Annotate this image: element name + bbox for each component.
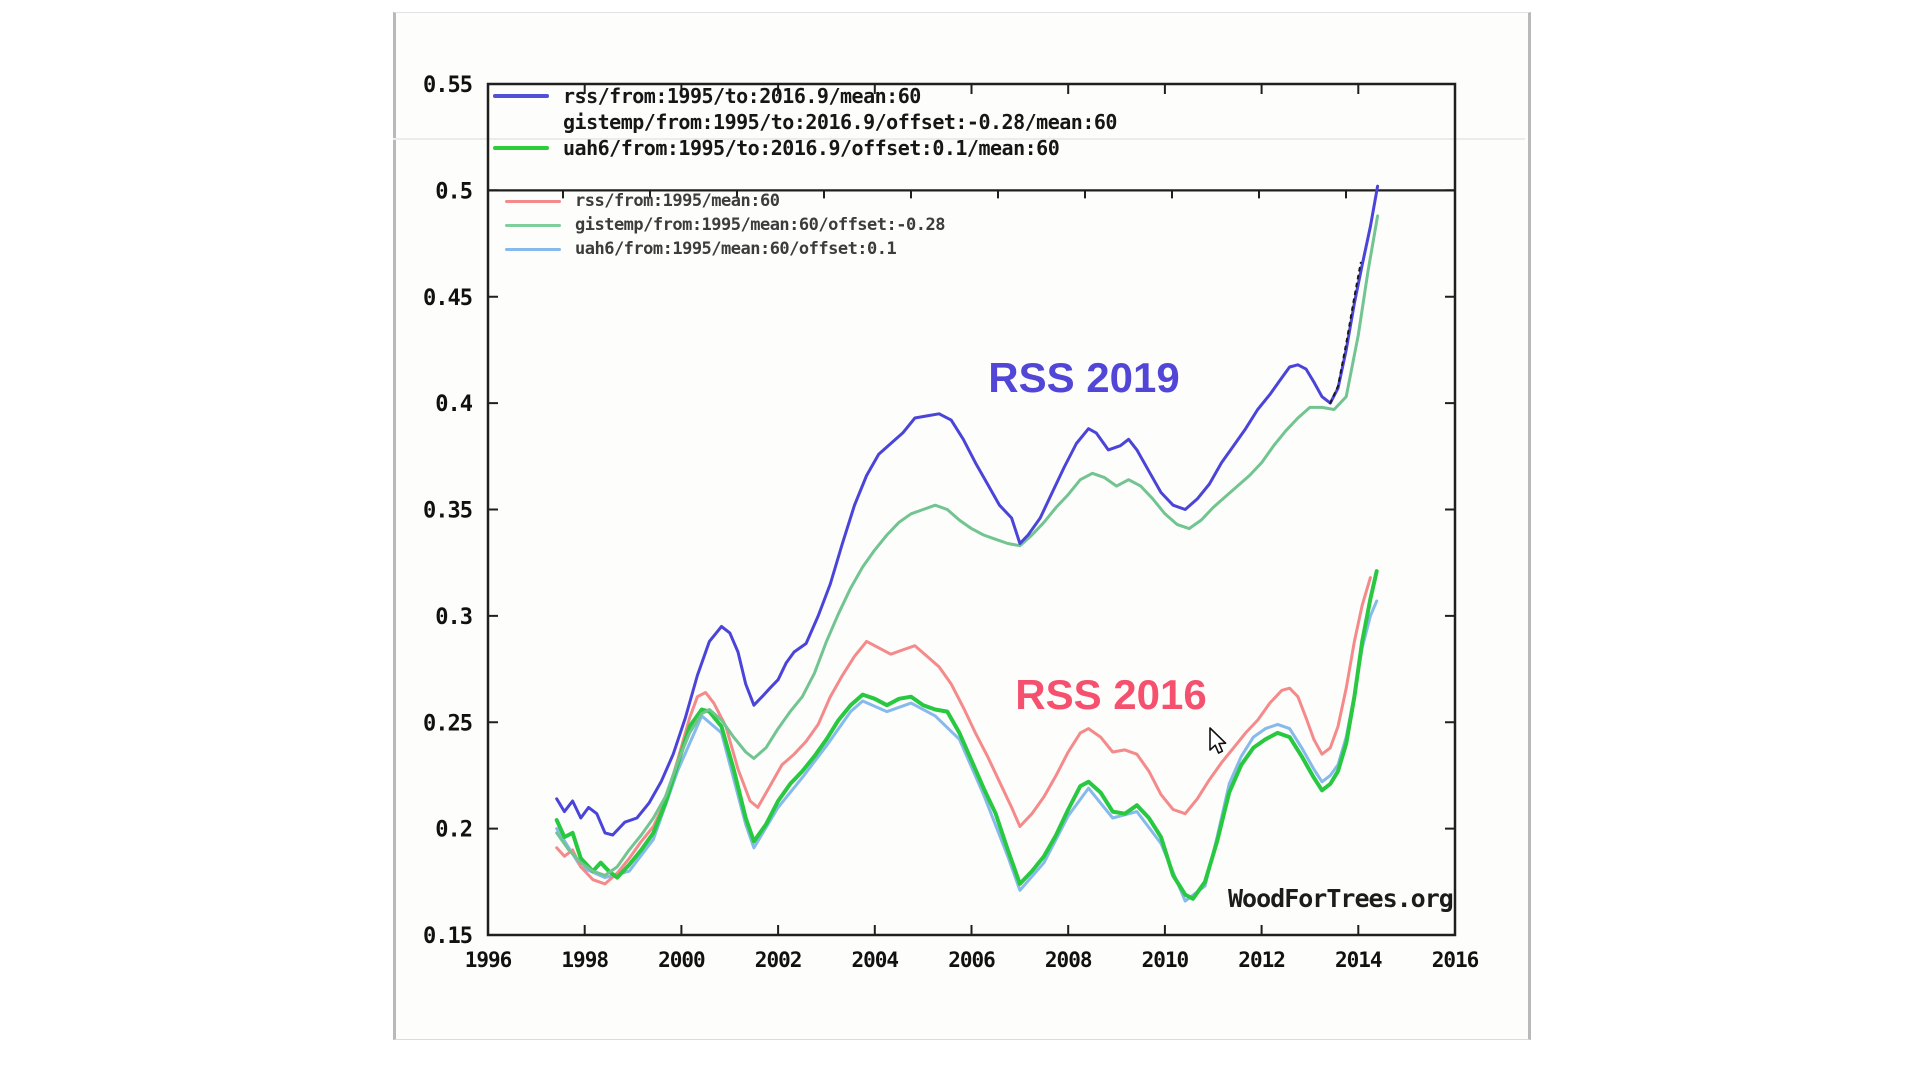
- legend-label: gistemp/from:1995/mean:60/offset:-0.28: [575, 215, 945, 235]
- y-tick-label: 0.45: [423, 286, 472, 311]
- y-tick-label: 0.2: [435, 818, 472, 843]
- legend-label: gistemp/from:1995/to:2016.9/offset:-0.28…: [563, 110, 1117, 134]
- watermark-woodfortrees: WoodForTrees.org: [1228, 884, 1454, 913]
- legend-swatch-rss-2016: [505, 199, 561, 203]
- x-tick-label: 2008: [1045, 948, 1092, 972]
- plot-border: [486, 82, 1457, 937]
- legend-item-gistemp-2016: gistemp/from:1995/mean:60/offset:-0.28: [505, 215, 945, 235]
- legend-item-uah6-2016: uah6/from:1995/mean:60/offset:0.1: [505, 239, 897, 259]
- legend-swatch-uah6-2016: [505, 247, 561, 251]
- legend-item-rss-2019: rss/from:1995/to:2016.9/mean:60: [493, 84, 921, 108]
- legend-swatch-gistemp-2016: [505, 223, 561, 227]
- y-tick-label: 0.3: [435, 605, 472, 630]
- legend-item-uah6-2019: uah6/from:1995/to:2016.9/offset:0.1/mean…: [493, 136, 1060, 160]
- composite-image-seam: [393, 138, 1525, 140]
- x-tick-label: 2002: [755, 948, 802, 972]
- x-tick-label: 1996: [465, 948, 512, 972]
- legend-label: uah6/from:1995/to:2016.9/offset:0.1/mean…: [563, 136, 1060, 160]
- legend-label: uah6/from:1995/mean:60/offset:0.1: [575, 239, 897, 259]
- legend-item-gistemp-2019: gistemp/from:1995/to:2016.9/offset:-0.28…: [493, 110, 1117, 134]
- series-line-rss-2019: [555, 184, 1380, 837]
- series-line-uah6-2016: [555, 599, 1379, 903]
- x-tick-label: 2000: [658, 948, 705, 972]
- x-tick-label: 2006: [948, 948, 995, 972]
- y-tick-label: 0.4: [435, 392, 472, 417]
- y-tick-label: 0.5: [435, 179, 472, 204]
- series-line-rss-2016: [555, 576, 1372, 886]
- x-tick-label: 2012: [1238, 948, 1285, 972]
- legend-label: rss/from:1995/to:2016.9/mean:60: [563, 84, 921, 108]
- y-tick-label: 0.35: [423, 499, 472, 524]
- y-tick-label: 0.15: [423, 924, 472, 949]
- x-tick-label: 2014: [1335, 948, 1382, 972]
- y-tick-label: 0.55: [423, 73, 472, 98]
- annotation-rss-2016: RSS 2016: [1015, 671, 1207, 718]
- x-tick-label: 1998: [561, 948, 608, 972]
- legend-swatch-gistemp-2019: [493, 120, 549, 124]
- annotation-rss-2019: RSS 2019: [988, 354, 1180, 401]
- series-line-splice-dotted: [1329, 261, 1362, 405]
- mouse-cursor-icon: [1209, 727, 1227, 754]
- series-line-gistemp: [555, 214, 1380, 877]
- x-tick-label: 2004: [852, 948, 899, 972]
- y-tick-label: 0.25: [423, 711, 472, 736]
- x-tick-label: 2016: [1432, 948, 1479, 972]
- legend-swatch-uah6-2019: [493, 146, 549, 150]
- x-tick-label: 2010: [1142, 948, 1189, 972]
- legend-item-rss-2016: rss/from:1995/mean:60: [505, 191, 780, 211]
- legend-swatch-rss-2019: [493, 94, 549, 98]
- legend-label: rss/from:1995/mean:60: [575, 191, 780, 211]
